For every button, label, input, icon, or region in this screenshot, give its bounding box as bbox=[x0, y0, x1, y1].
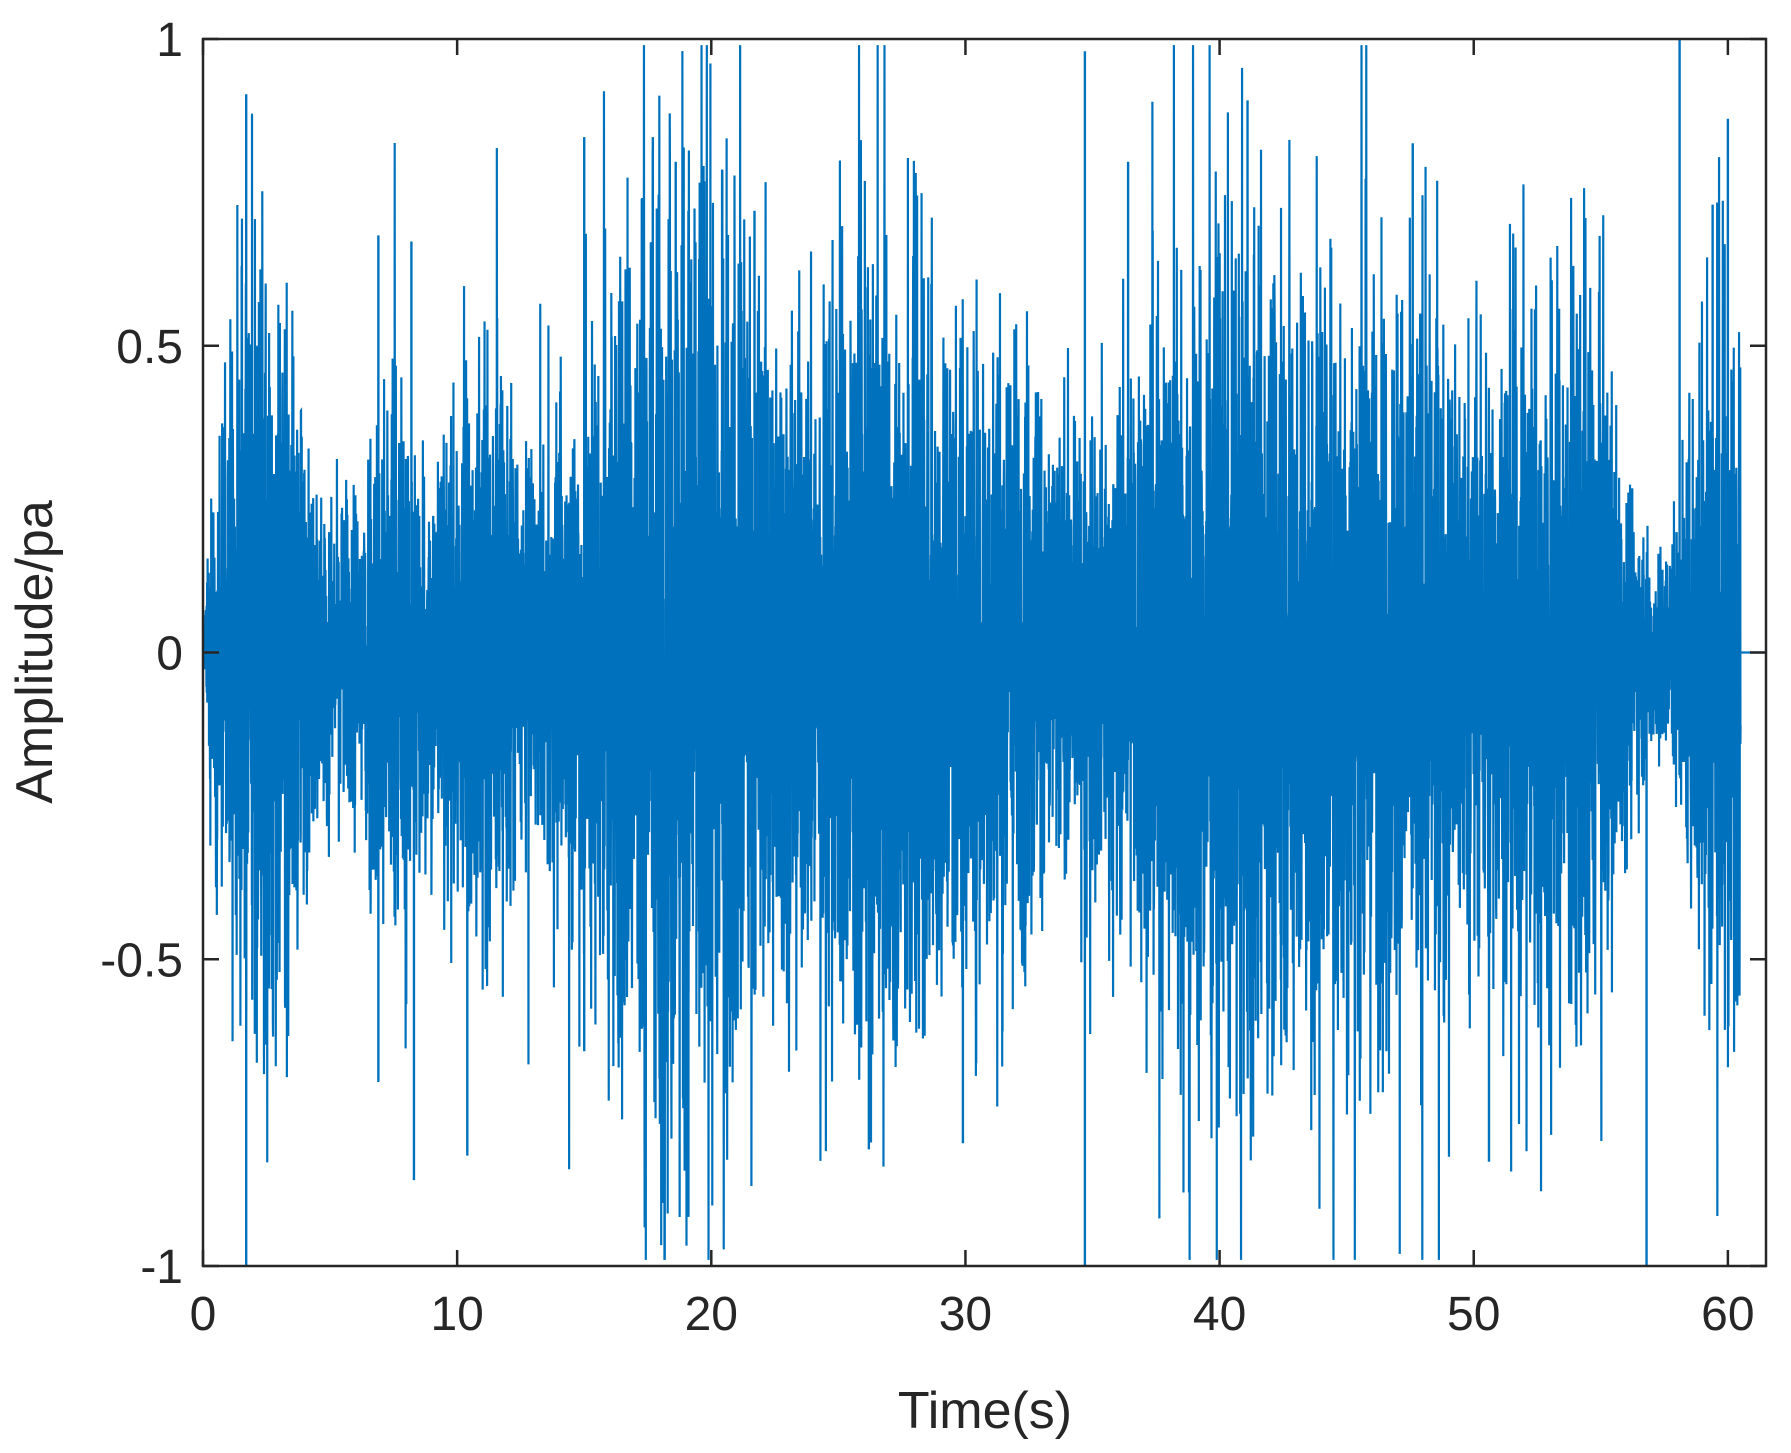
signal-line bbox=[203, 45, 1742, 1260]
x-tick-label: 20 bbox=[685, 1288, 738, 1341]
x-tick-label: 50 bbox=[1447, 1288, 1500, 1341]
y-tick-label: -0.5 bbox=[100, 934, 183, 987]
x-tick-label: 0 bbox=[190, 1288, 217, 1341]
x-tick-label: 10 bbox=[430, 1288, 483, 1341]
y-tick-label: 1 bbox=[156, 14, 183, 67]
x-tick-label: 30 bbox=[939, 1288, 992, 1341]
y-tick-label: 0.5 bbox=[116, 321, 183, 374]
y-tick-label: 0 bbox=[156, 628, 183, 681]
x-tick-label: 60 bbox=[1701, 1288, 1754, 1341]
y-axis-label: Amplitude/pa bbox=[6, 500, 64, 804]
y-tick-label: -1 bbox=[140, 1241, 183, 1294]
x-tick-label: 40 bbox=[1193, 1288, 1246, 1341]
x-axis-label: Time(s) bbox=[898, 1382, 1072, 1440]
signal-series bbox=[203, 39, 1766, 1266]
